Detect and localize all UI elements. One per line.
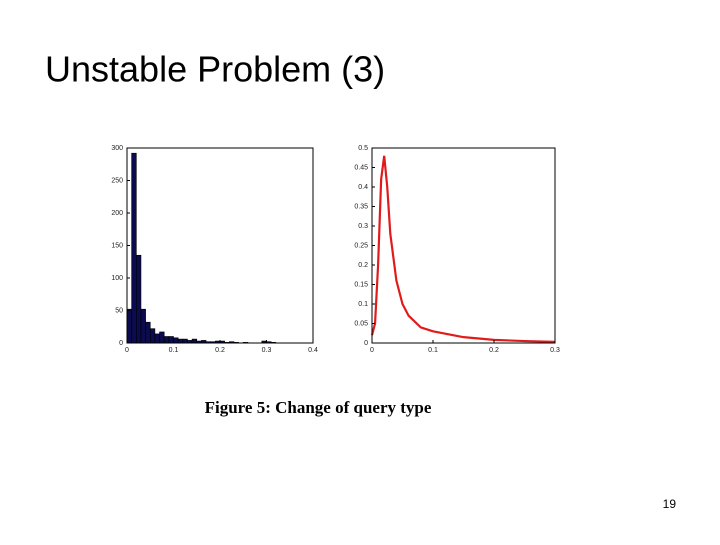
bar (191, 338, 198, 344)
y-tick-label: 0.2 (358, 262, 368, 269)
y-tick-label: 0 (119, 340, 123, 347)
y-tick-label: 50 (115, 307, 123, 314)
bar (177, 338, 184, 344)
y-tick-label: 150 (111, 242, 123, 249)
y-tick-label: 0.3 (358, 223, 368, 230)
x-tick-label: 0 (370, 347, 374, 354)
bar (131, 152, 137, 344)
bar (149, 328, 156, 344)
y-tick-label: 0.1 (358, 301, 368, 308)
x-tick-label: 0.2 (489, 347, 499, 354)
bar (126, 308, 132, 344)
bar (140, 308, 146, 344)
page-number: 19 (663, 497, 677, 511)
y-tick-label: 0 (364, 340, 368, 347)
y-tick-label: 0.25 (354, 242, 368, 249)
figure-caption: Figure 5: Change of query type (205, 398, 432, 417)
slide-title: Unstable Problem (3) (45, 49, 385, 90)
y-tick-label: 100 (111, 275, 123, 282)
bar (136, 254, 142, 344)
x-tick-label: 0.2 (215, 347, 225, 354)
y-tick-label: 300 (111, 145, 123, 152)
y-tick-label: 0.45 (354, 164, 368, 171)
line (370, 155, 556, 343)
y-tick-label: 200 (111, 210, 123, 217)
bar (173, 337, 179, 344)
y-tick-label: 0.15 (354, 281, 368, 288)
y-tick-label: 0.5 (358, 145, 368, 152)
bar (182, 338, 188, 344)
bar (159, 331, 165, 344)
bar (154, 333, 160, 344)
bar (145, 321, 151, 344)
plot-frame (126, 147, 314, 344)
y-tick-label: 0.05 (354, 320, 368, 327)
x-tick-label: 0.3 (550, 347, 560, 354)
x-tick-label: 0.3 (262, 347, 272, 354)
x-tick-label: 0.1 (428, 347, 438, 354)
x-tick-label: 0 (125, 347, 129, 354)
bar (163, 336, 170, 344)
bar (168, 336, 174, 344)
y-tick-label: 250 (111, 177, 123, 184)
y-tick-label: 0.35 (354, 203, 368, 210)
plot-frame (371, 147, 556, 344)
y-tick-label: 0.4 (358, 184, 368, 191)
x-tick-label: 0.4 (308, 347, 318, 354)
x-tick-label: 0.1 (169, 347, 179, 354)
